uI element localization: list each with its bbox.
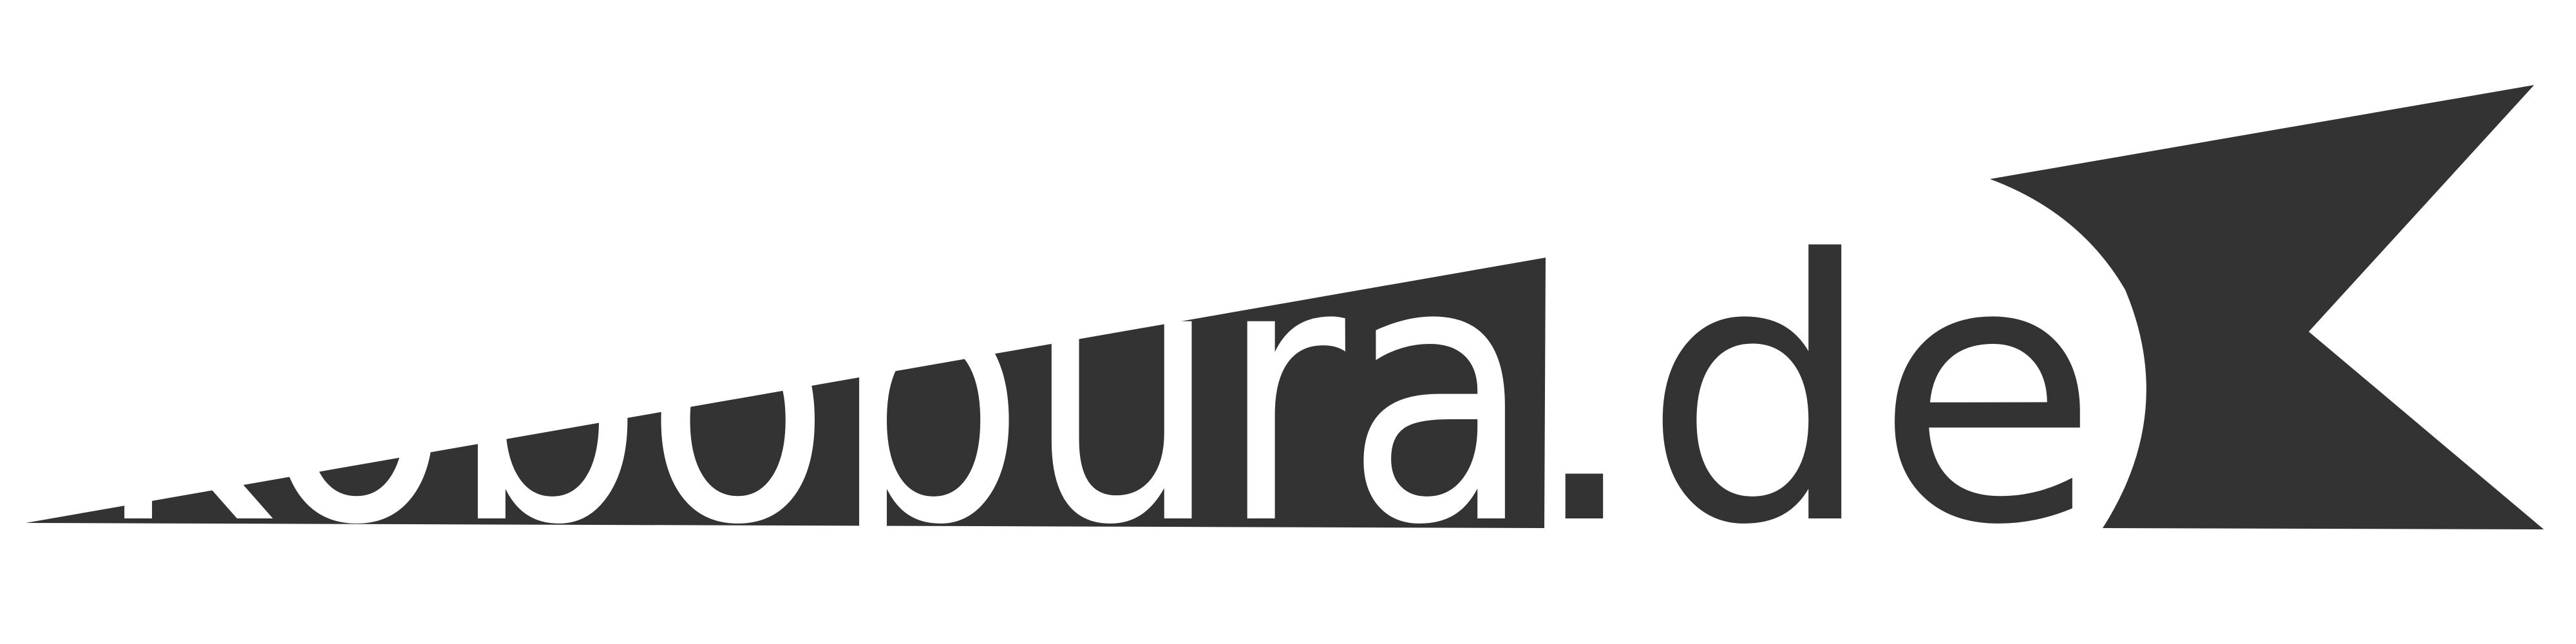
flag-shape	[1990, 85, 2544, 529]
dark-band-shape	[26, 258, 1546, 528]
logo-tld: .de	[1526, 184, 2099, 604]
logo-name-light: kobopura	[97, 184, 1533, 604]
